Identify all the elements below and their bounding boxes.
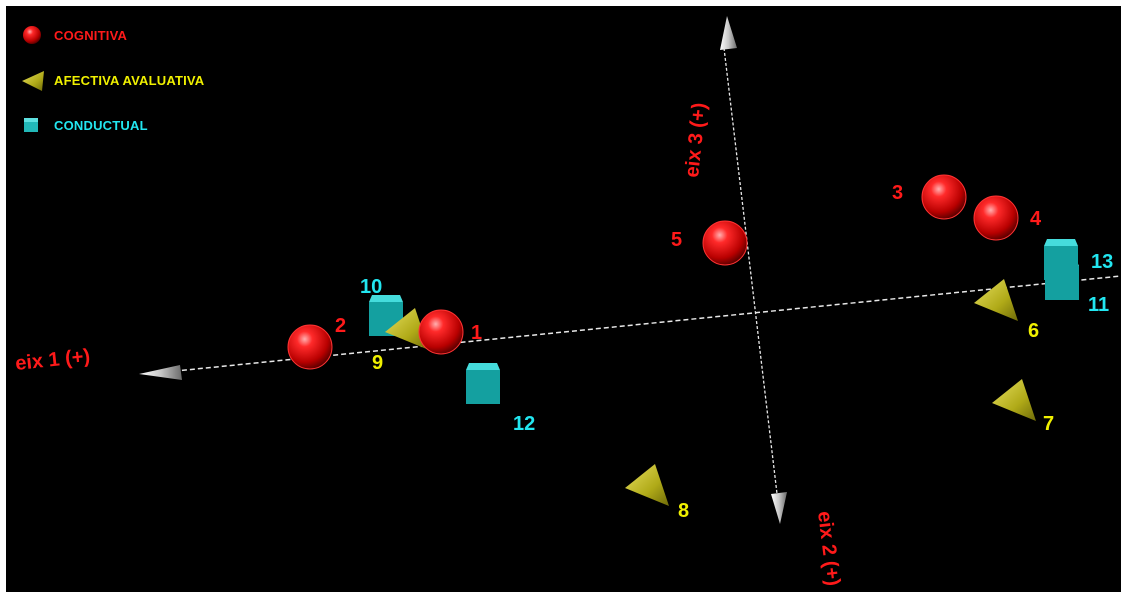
point-13-marker [1044,239,1078,280]
legend-label: CONDUCTUAL [54,117,148,133]
point-6-label: 6 [1028,320,1039,342]
legend-label: COGNITIVA [54,27,128,43]
point-6-marker [974,279,1018,321]
axis-label: eix 1 (+) [14,345,91,375]
axis-label: eix 2 (+) [813,510,844,587]
legend: COGNITIVA AFECTIVA AVALUATIVA CONDUCTUAL [18,24,204,159]
legend-label: AFECTIVA AVALUATIVA [54,72,205,88]
axis-3-arrow [720,16,737,50]
axis-2-arrow [771,492,787,524]
point-3-label: 3 [892,182,903,204]
cone-icon [18,69,54,91]
legend-item-conductual: CONDUCTUAL [18,114,204,136]
point-12-marker [466,363,500,404]
point-8-label: 8 [678,500,689,522]
point-7-label: 7 [1043,413,1054,435]
point-11-label: 11 [1088,294,1109,316]
axis-label: eix 3 (+) [681,102,711,179]
cube-icon [18,114,54,136]
axis-1-arrow [139,365,182,380]
point-5-marker [702,220,748,266]
point-1-marker [418,309,464,355]
plot-canvas: eix 1 (+)eix 2 (+)eix 3 (+) 123456789101… [14,16,1121,587]
point-4-label: 4 [1030,208,1042,230]
point-7-marker [992,379,1036,421]
point-1-label: 1 [471,322,482,344]
point-8-marker [625,464,669,506]
legend-item-cognitiva: COGNITIVA [18,24,204,46]
point-5-label: 5 [671,229,682,251]
legend-item-afectiva-avaluativa: AFECTIVA AVALUATIVA [18,69,204,91]
axis-2-line [723,47,779,503]
point-4-marker [973,195,1019,241]
point-9-marker [385,308,429,350]
point-10-label: 10 [360,276,382,298]
point-2-label: 2 [335,315,346,337]
point-12-label: 12 [513,413,535,435]
point-13-label: 13 [1091,251,1113,273]
point-3-marker [921,174,967,220]
point-9-label: 9 [372,352,383,374]
plot-frame: eix 1 (+) eix 2 (+) eix 3 (+) 1 2 3 4 5 6 7 8 9 10 1… [6,6,1121,592]
sphere-icon [18,24,54,46]
point-2-marker [287,324,333,370]
